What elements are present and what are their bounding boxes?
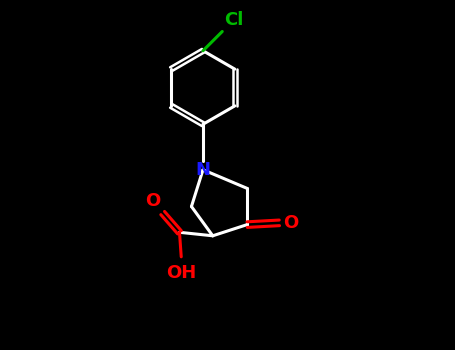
Text: N: N xyxy=(196,161,211,179)
Text: O: O xyxy=(283,214,299,232)
Text: Cl: Cl xyxy=(224,11,243,29)
Text: OH: OH xyxy=(166,265,197,282)
Text: O: O xyxy=(145,192,160,210)
